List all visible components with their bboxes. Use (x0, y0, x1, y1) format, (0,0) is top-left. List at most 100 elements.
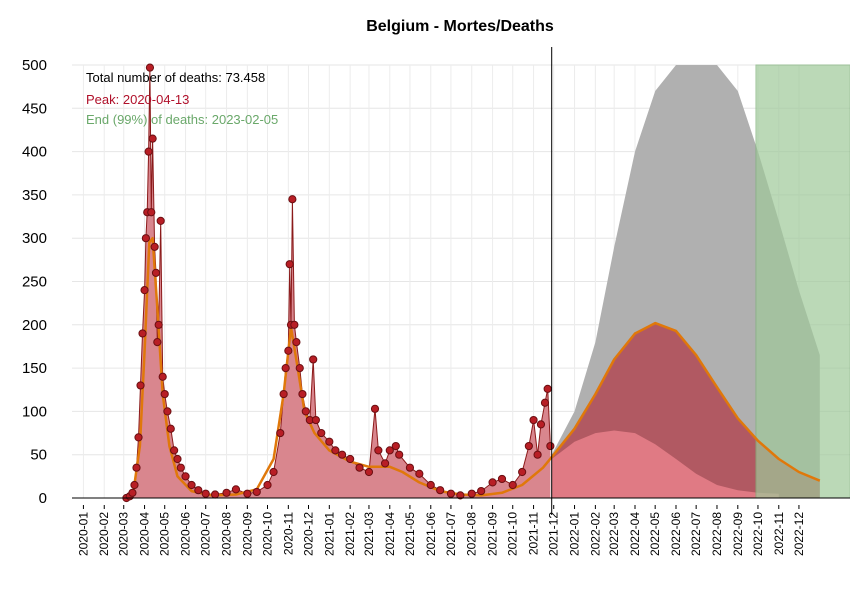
data-point (148, 134, 157, 143)
data-point (136, 381, 145, 390)
data-point (325, 437, 334, 446)
data-point (147, 208, 156, 217)
data-point (194, 486, 203, 495)
data-point (456, 491, 465, 500)
x-tick-label: 2022-05 (648, 512, 662, 556)
x-tick-label: 2022-09 (731, 512, 745, 556)
x-tick-labels: 2020-01 2020-02 2020-03 2020-04 2020-05 2020-… (76, 505, 806, 556)
data-point (524, 441, 533, 451)
data-point (138, 329, 147, 338)
y-tick-labels: 0 50 100 150 200 250 300 350 400 450 500 (22, 57, 47, 507)
data-point (529, 415, 538, 425)
data-point (158, 372, 167, 381)
end-region (755, 64, 850, 499)
y-tick-label: 50 (30, 447, 47, 464)
y-tick-label: 0 (39, 490, 47, 507)
data-point (543, 384, 552, 393)
y-tick-label: 200 (22, 317, 47, 334)
x-tick-label: 2020-09 (240, 512, 254, 556)
projection-lower-area (551, 430, 779, 498)
x-tick-label: 2020-10 (261, 512, 275, 556)
x-tick-label: 2022-03 (607, 512, 621, 556)
data-point (395, 450, 404, 459)
data-point (163, 407, 172, 416)
data-point (370, 404, 380, 413)
data-point (288, 195, 297, 204)
x-tick-label: 2021-02 (343, 512, 357, 556)
curve-layer (123, 236, 821, 500)
data-point (141, 234, 151, 243)
data-point (279, 389, 288, 399)
data-point (298, 389, 307, 399)
x-tick-label: 2021-08 (465, 512, 479, 556)
data-point (374, 446, 383, 455)
data-point (281, 364, 290, 373)
data-point (276, 428, 285, 438)
x-tick-label: 2021-04 (383, 512, 397, 556)
data-point (231, 485, 241, 494)
x-tick-label: 2021-01 (322, 512, 336, 556)
data-point (201, 489, 210, 498)
data-point (311, 415, 320, 425)
data-point (154, 320, 163, 329)
data-point (187, 480, 196, 490)
data-point (145, 63, 155, 72)
x-tick-label: 2021-05 (403, 512, 417, 556)
data-point (380, 459, 390, 468)
data-point (222, 488, 231, 497)
x-tick-label: 2021-07 (444, 512, 458, 556)
data-point (355, 463, 364, 472)
projection-layer (551, 65, 820, 498)
x-tick-label: 2022-06 (669, 512, 683, 556)
data-point (211, 490, 220, 499)
data-point (426, 480, 435, 490)
x-tick-label: 2020-06 (179, 512, 193, 556)
data-point (508, 480, 517, 490)
data-point (331, 446, 340, 455)
y-tick-label: 150 (22, 360, 47, 377)
data-point (301, 407, 310, 416)
data-point (415, 469, 424, 478)
data-point (405, 463, 415, 472)
data-point (290, 320, 299, 329)
x-tick-label: 2020-08 (220, 512, 234, 556)
data-point (128, 488, 137, 497)
data-point (385, 446, 394, 455)
data-point (243, 489, 252, 498)
data-point (173, 454, 182, 464)
data-point (533, 450, 542, 459)
data-point (364, 467, 374, 477)
fitted-curve (123, 236, 821, 500)
data-point (170, 446, 179, 455)
x-tick-label: 2020-02 (97, 512, 111, 556)
data-point (488, 478, 497, 487)
y-tick-label: 500 (22, 57, 47, 74)
y-tick-label: 450 (22, 100, 47, 117)
data-point (477, 486, 486, 496)
data-point (269, 467, 278, 477)
data-point (140, 286, 149, 295)
x-tick-label: 2022-04 (628, 512, 642, 556)
data-point (144, 147, 153, 156)
x-tick-label: 2022-10 (751, 512, 765, 556)
data-point (309, 355, 318, 364)
x-tick-label: 2020-05 (158, 512, 172, 556)
x-tick-label: 2021-09 (486, 512, 500, 556)
x-tick-label: 2022-12 (792, 512, 806, 556)
data-point (156, 216, 165, 225)
data-point (446, 489, 456, 498)
data-point (166, 424, 175, 433)
data-point (263, 480, 272, 490)
data-point (151, 268, 161, 277)
x-tick-label: 2020-11 (281, 512, 295, 555)
data-point (497, 474, 507, 484)
data-point (160, 389, 169, 399)
data-point (284, 346, 293, 355)
data-point (153, 338, 162, 347)
y-tick-label: 350 (22, 187, 47, 204)
x-tick-label: 2021-12 (547, 512, 561, 556)
data-point (391, 441, 400, 451)
y-tick-label: 400 (22, 144, 47, 161)
x-tick-label: 2022-01 (568, 512, 582, 556)
